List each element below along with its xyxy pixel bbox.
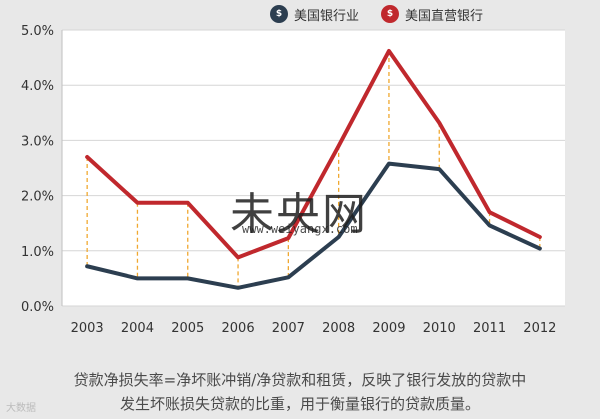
legend-label-series2: 美国直营银行 [405, 8, 484, 24]
y-tick-label: 4.0% [21, 79, 54, 94]
watermark-name: 未央网 [230, 189, 368, 240]
y-tick-label: 1.0% [21, 245, 54, 260]
x-tick-label: 2005 [171, 321, 204, 336]
watermark-url: www.weiyangx.com [242, 222, 358, 236]
legend-item-series1: $ 美国银行业 [270, 5, 359, 24]
series-line-1 [85, 161, 542, 290]
series-line-2 [85, 48, 542, 260]
x-tick-label: 2004 [121, 321, 154, 336]
caption-line-1: 贷款净损失率=净坏账冲销/净贷款和租赁，反映了银行发放的贷款中 [73, 371, 527, 389]
caption: 贷款净损失率=净坏账冲销/净贷款和租赁，反映了银行发放的贷款中 发生坏账损失贷款… [0, 368, 600, 416]
plot-area [62, 30, 565, 306]
y-tick-label: 5.0% [21, 24, 54, 39]
x-tick-label: 2009 [372, 321, 405, 336]
caption-line-2: 发生坏账损失贷款的比重，用于衡量银行的贷款质量。 [119, 395, 480, 413]
x-tick-label: 2003 [71, 321, 104, 336]
legend-item-series2: $ 美国直营银行 [381, 5, 483, 24]
legend: $ 美国银行业 $ 美国直营银行 [270, 4, 600, 24]
bank-logo-icon: $ [381, 5, 400, 23]
x-tick-label: 2010 [423, 321, 456, 336]
x-tick-label: 2007 [272, 321, 305, 336]
y-tick-label: 2.0% [21, 190, 54, 205]
bank-logo-icon: $ [270, 5, 288, 23]
legend-label-series1: 美国银行业 [294, 8, 360, 24]
x-tick-label: 2006 [222, 321, 255, 336]
y-tick-label: 0.0% [21, 300, 54, 315]
source-mark: 大数据 [6, 403, 36, 414]
x-tick-label: 2011 [473, 321, 506, 336]
x-tick-label: 2008 [322, 321, 355, 336]
x-tick-label: 2012 [523, 321, 556, 336]
y-tick-label: 3.0% [21, 134, 54, 149]
